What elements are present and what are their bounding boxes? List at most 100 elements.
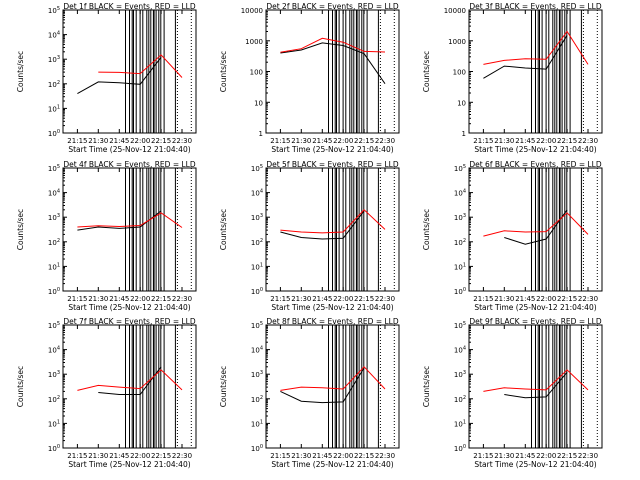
y-axis-label: Counts/sec [16, 209, 25, 250]
panel-title: Det 5f BLACK = Events, RED = LLD [266, 160, 399, 169]
y-tick-label: 10000 [241, 7, 263, 15]
x-tick-label: 22:15 [557, 137, 577, 145]
x-tick-label: 22:15 [151, 137, 171, 145]
y-tick-label: 103 [48, 55, 60, 64]
x-tick-label: 22:15 [354, 295, 374, 303]
x-tick-label: 22:30 [578, 452, 598, 460]
x-tick-label: 21:45 [312, 295, 332, 303]
events-series-line [504, 209, 568, 245]
y-tick-label: 102 [454, 238, 466, 247]
y-tick-label: 100 [48, 129, 60, 138]
lld-series-line [483, 212, 589, 237]
y-tick-label: 104 [48, 346, 60, 355]
x-tick-label: 21:15 [270, 295, 290, 303]
lld-series-line [483, 30, 589, 65]
y-tick-label: 1000 [245, 38, 263, 46]
y-axis-label: Counts/sec [422, 51, 431, 92]
y-tick-label: 105 [251, 164, 263, 173]
y-tick-label: 103 [454, 370, 466, 379]
y-tick-label: 100 [453, 69, 466, 77]
x-tick-label: 21:15 [473, 295, 493, 303]
y-tick-label: 105 [48, 321, 60, 330]
y-tick-label: 100 [251, 287, 263, 296]
y-tick-label: 103 [48, 370, 60, 379]
y-tick-label: 100 [48, 287, 60, 296]
plot-frame [265, 324, 400, 449]
panel-title: Det 3f BLACK = Events, RED = LLD [469, 2, 602, 11]
y-tick-label: 102 [48, 395, 60, 404]
x-tick-label: 22:00 [536, 295, 556, 303]
x-axis-label: Start Time (25-Nov-12 21:04:40) [474, 303, 596, 312]
lld-series-line [77, 369, 183, 391]
y-tick-label: 102 [454, 395, 466, 404]
y-tick-label: 100 [454, 444, 466, 453]
x-tick-label: 22:30 [375, 137, 395, 145]
x-tick-label: 22:00 [536, 137, 556, 145]
x-axis-label: Start Time (25-Nov-12 21:04:40) [271, 145, 393, 154]
lld-series-line [98, 54, 183, 78]
x-tick-label: 21:30 [494, 295, 514, 303]
x-axis-label: Start Time (25-Nov-12 21:04:40) [474, 145, 596, 154]
x-tick-label: 22:00 [130, 295, 150, 303]
x-tick-label: 21:30 [88, 137, 108, 145]
y-tick-label: 101 [251, 419, 263, 428]
x-tick-label: 21:15 [270, 137, 290, 145]
y-tick-label: 101 [454, 419, 466, 428]
x-tick-label: 21:15 [473, 452, 493, 460]
events-series-line [280, 42, 386, 84]
lld-series-line [280, 366, 386, 391]
y-tick-label: 103 [251, 370, 263, 379]
y-tick-label: 101 [48, 104, 60, 113]
y-axis-label: Counts/sec [422, 209, 431, 250]
y-tick-label: 102 [251, 238, 263, 247]
x-tick-label: 22:15 [151, 295, 171, 303]
y-tick-label: 104 [48, 31, 60, 40]
x-tick-label: 22:15 [354, 137, 374, 145]
panel-title: Det 2f BLACK = Events, RED = LLD [266, 2, 399, 11]
y-tick-label: 102 [251, 395, 263, 404]
x-tick-label: 21:45 [312, 137, 332, 145]
x-tick-label: 22:30 [375, 452, 395, 460]
x-tick-label: 22:30 [172, 137, 192, 145]
x-tick-label: 21:45 [109, 452, 129, 460]
x-tick-label: 22:00 [333, 295, 353, 303]
y-tick-label: 1 [259, 130, 263, 138]
y-tick-label: 101 [48, 419, 60, 428]
y-tick-label: 104 [251, 189, 263, 198]
x-tick-label: 21:45 [515, 137, 535, 145]
y-tick-label: 100 [251, 444, 263, 453]
x-tick-label: 22:15 [557, 452, 577, 460]
panel-title: Det 1f BLACK = Events, RED = LLD [63, 2, 196, 11]
y-tick-label: 100 [250, 69, 263, 77]
y-tick-label: 101 [48, 262, 60, 271]
events-series-line [504, 371, 568, 399]
x-tick-label: 21:15 [67, 295, 87, 303]
y-tick-label: 1000 [448, 38, 466, 46]
x-tick-label: 21:45 [515, 452, 535, 460]
plot-frame [62, 9, 197, 134]
x-tick-label: 22:00 [333, 452, 353, 460]
x-tick-label: 21:30 [291, 452, 311, 460]
lld-series-line [77, 212, 183, 228]
x-tick-label: 22:00 [130, 452, 150, 460]
y-tick-label: 10000 [444, 7, 466, 15]
y-tick-label: 101 [454, 262, 466, 271]
x-tick-label: 21:15 [67, 452, 87, 460]
y-axis-label: Counts/sec [219, 366, 228, 407]
events-series-line [98, 366, 162, 395]
panel-title: Det 9f BLACK = Events, RED = LLD [469, 317, 602, 326]
y-axis-label: Counts/sec [219, 51, 228, 92]
plot-frame [62, 324, 197, 449]
plot-frame [468, 324, 603, 449]
y-tick-label: 105 [48, 164, 60, 173]
y-axis-label: Counts/sec [16, 51, 25, 92]
plot-frame [468, 167, 603, 292]
y-tick-label: 10 [457, 99, 466, 107]
y-tick-label: 104 [454, 346, 466, 355]
x-tick-label: 21:45 [515, 295, 535, 303]
